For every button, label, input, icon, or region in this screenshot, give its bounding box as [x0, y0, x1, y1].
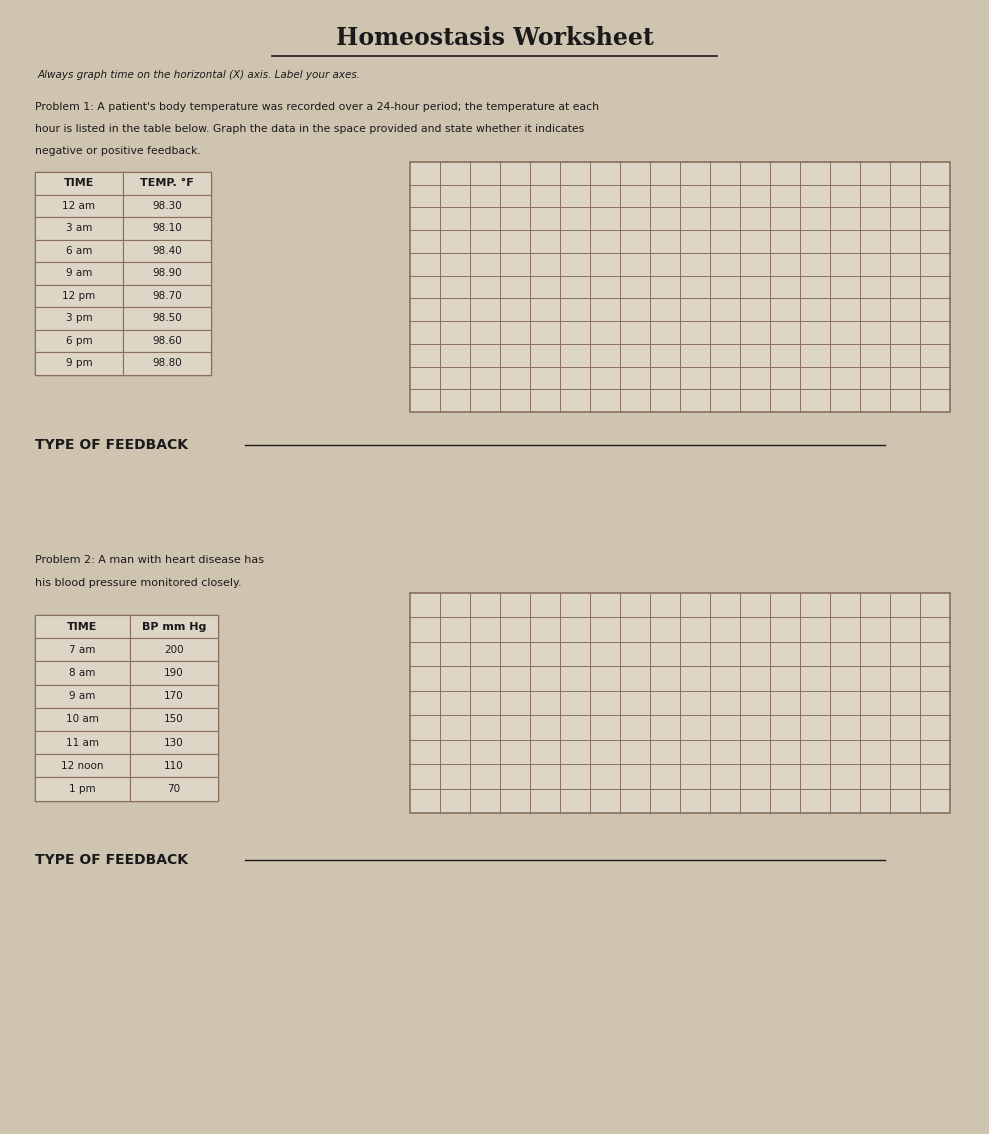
- Bar: [35, 307, 123, 330]
- Text: 6 pm: 6 pm: [65, 336, 92, 346]
- Text: 98.90: 98.90: [152, 269, 182, 278]
- Text: 98.80: 98.80: [152, 358, 182, 369]
- Bar: [35, 754, 130, 778]
- Bar: [130, 615, 218, 638]
- Bar: [35, 615, 130, 638]
- Bar: [130, 685, 218, 708]
- Text: TEMP. °F: TEMP. °F: [140, 178, 194, 188]
- Bar: [123, 239, 211, 262]
- Bar: [35, 615, 218, 801]
- Bar: [130, 731, 218, 754]
- Text: 98.50: 98.50: [152, 313, 182, 323]
- Text: 98.60: 98.60: [152, 336, 182, 346]
- Bar: [123, 262, 211, 285]
- Text: hour is listed in the table below. Graph the data in the space provided and stat: hour is listed in the table below. Graph…: [35, 124, 584, 134]
- Text: 150: 150: [164, 714, 184, 725]
- Text: TIME: TIME: [64, 178, 94, 188]
- Text: 9 am: 9 am: [66, 269, 92, 278]
- Bar: [130, 778, 218, 801]
- Bar: [123, 352, 211, 374]
- Text: TIME: TIME: [67, 621, 98, 632]
- Text: 9 pm: 9 pm: [65, 358, 92, 369]
- Bar: [35, 195, 123, 217]
- Text: 170: 170: [164, 692, 184, 701]
- Bar: [123, 330, 211, 352]
- Bar: [35, 172, 211, 374]
- Text: TYPE OF FEEDBACK: TYPE OF FEEDBACK: [35, 438, 188, 452]
- Text: Homeostasis Worksheet: Homeostasis Worksheet: [335, 26, 654, 50]
- Text: 8 am: 8 am: [69, 668, 96, 678]
- Text: 98.10: 98.10: [152, 223, 182, 234]
- Text: 98.70: 98.70: [152, 290, 182, 301]
- Text: 6 am: 6 am: [66, 246, 92, 256]
- Text: his blood pressure monitored closely.: his blood pressure monitored closely.: [35, 578, 241, 589]
- Text: Problem 2: A man with heart disease has: Problem 2: A man with heart disease has: [35, 555, 264, 565]
- Text: 1 pm: 1 pm: [69, 784, 96, 794]
- Bar: [35, 661, 130, 685]
- Text: 12 noon: 12 noon: [61, 761, 104, 771]
- Text: Always graph time on the horizontal (X) axis. Label your axes.: Always graph time on the horizontal (X) …: [38, 70, 361, 81]
- Bar: [123, 195, 211, 217]
- Bar: [35, 352, 123, 374]
- Bar: [35, 685, 130, 708]
- Text: 200: 200: [164, 645, 184, 654]
- Text: 9 am: 9 am: [69, 692, 96, 701]
- Text: 10 am: 10 am: [66, 714, 99, 725]
- Bar: [123, 172, 211, 195]
- Bar: [35, 217, 123, 239]
- Text: TYPE OF FEEDBACK: TYPE OF FEEDBACK: [35, 853, 188, 868]
- Bar: [123, 307, 211, 330]
- Text: 190: 190: [164, 668, 184, 678]
- Text: 130: 130: [164, 737, 184, 747]
- Bar: [35, 638, 130, 661]
- Text: 3 am: 3 am: [66, 223, 92, 234]
- Text: 12 am: 12 am: [62, 201, 96, 211]
- Text: negative or positive feedback.: negative or positive feedback.: [35, 146, 201, 156]
- Bar: [35, 778, 130, 801]
- Bar: [123, 217, 211, 239]
- Bar: [410, 593, 950, 813]
- Bar: [35, 172, 123, 195]
- Bar: [130, 754, 218, 778]
- Text: BP mm Hg: BP mm Hg: [141, 621, 206, 632]
- Text: Problem 1: A patient's body temperature was recorded over a 24-hour period; the : Problem 1: A patient's body temperature …: [35, 102, 599, 112]
- Bar: [130, 638, 218, 661]
- Bar: [35, 262, 123, 285]
- Text: 3 pm: 3 pm: [65, 313, 92, 323]
- Bar: [130, 708, 218, 731]
- Text: 12 pm: 12 pm: [62, 290, 96, 301]
- Bar: [35, 708, 130, 731]
- Bar: [123, 285, 211, 307]
- Bar: [35, 239, 123, 262]
- Bar: [35, 731, 130, 754]
- Bar: [35, 285, 123, 307]
- Text: 7 am: 7 am: [69, 645, 96, 654]
- Bar: [130, 661, 218, 685]
- Text: 70: 70: [167, 784, 181, 794]
- Bar: [410, 162, 950, 412]
- Bar: [35, 330, 123, 352]
- Text: 98.40: 98.40: [152, 246, 182, 256]
- Text: 110: 110: [164, 761, 184, 771]
- Text: 98.30: 98.30: [152, 201, 182, 211]
- Text: 11 am: 11 am: [66, 737, 99, 747]
